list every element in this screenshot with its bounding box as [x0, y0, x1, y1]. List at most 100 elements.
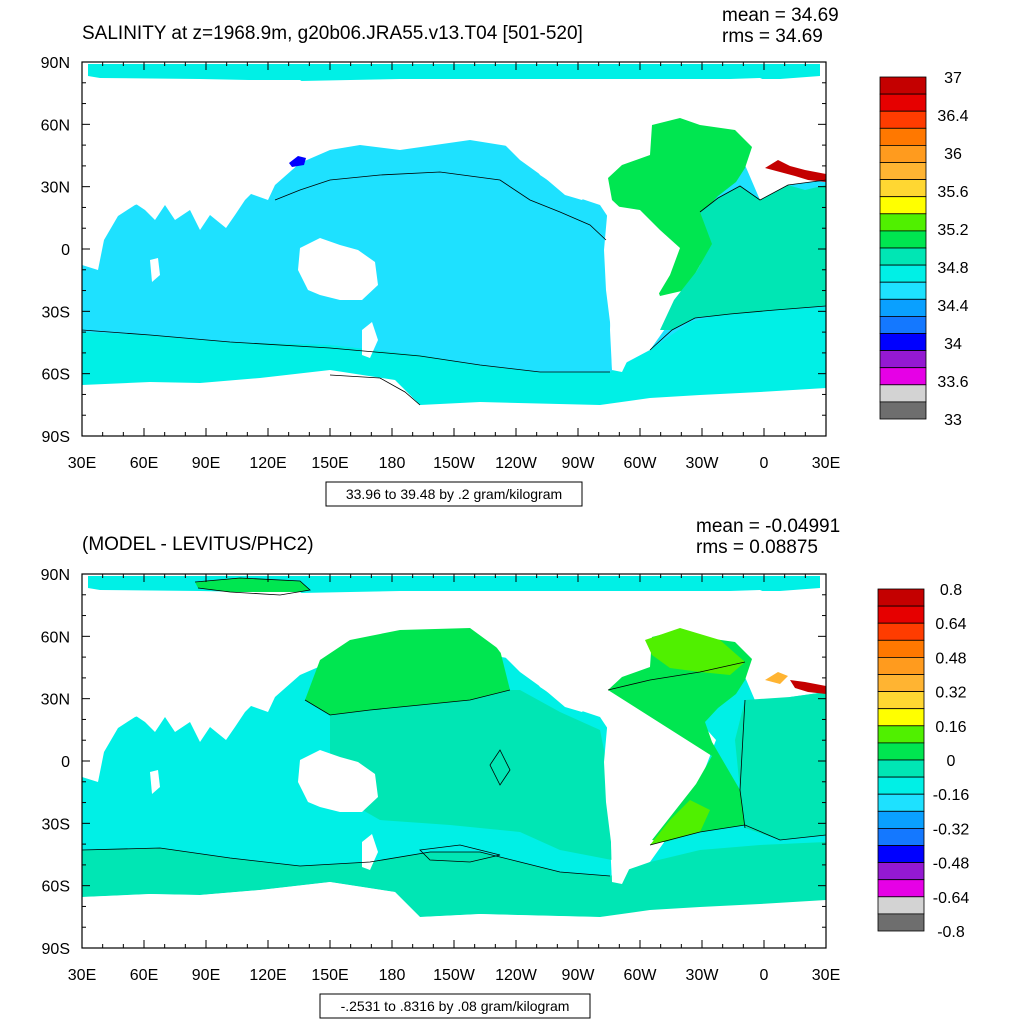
- x-tick-label: 0: [760, 967, 769, 984]
- colorbar-swatch: [877, 810, 925, 829]
- x-axis-2: 30E 60E 90E 120E 150E 180 150W 120W 90W 60W 30W 0 30…: [68, 574, 840, 984]
- y-tick-label: 60S: [42, 879, 70, 896]
- colorbar-swatch: [877, 674, 925, 693]
- land-1: [82, 78, 826, 436]
- colorbar-swatch: [877, 913, 925, 932]
- colorbar-swatch: [879, 350, 927, 369]
- land-2-south-america: [604, 717, 680, 884]
- panel-2-info-label: -.2531 to .8316 by .08 gram/kilogram: [341, 998, 570, 1014]
- colorbar-swatch: [877, 879, 925, 898]
- panel-2-title: (MODEL - LEVITUS/PHC2): [82, 534, 314, 555]
- x-tick-label: 30E: [812, 967, 840, 984]
- colorbar-swatch: [877, 639, 925, 658]
- ocean-2-pacific-teal: [330, 690, 612, 860]
- x-tick-label: 150E: [311, 455, 348, 472]
- x-tick-label: 180: [379, 967, 406, 984]
- land-2-greenland: [700, 590, 788, 632]
- x-tick-label: 60E: [130, 455, 158, 472]
- land-2: [82, 590, 826, 948]
- contours-2: [82, 577, 826, 877]
- y-tick-label: 30N: [41, 180, 70, 197]
- colorbar-label: -0.16: [933, 787, 970, 804]
- ocean-2-lime-patch-south: [650, 800, 710, 845]
- colorbar-swatch: [879, 127, 927, 146]
- colorbar-label: 0: [947, 753, 956, 770]
- colorbar-swatch: [879, 281, 927, 300]
- colorbar-label: -0.32: [933, 821, 970, 838]
- ocean-2-arctic-green: [195, 578, 310, 595]
- x-tick-label: 120W: [495, 455, 538, 472]
- colorbar-swatch: [879, 230, 927, 249]
- y-tick-label: 90S: [42, 429, 70, 446]
- colorbar-swatch: [879, 298, 927, 317]
- colorbar-swatch: [879, 144, 927, 163]
- x-tick-label: 60W: [624, 455, 658, 472]
- ocean-2-lime-patch-north: [645, 628, 745, 675]
- colorbar-swatch: [879, 264, 927, 283]
- ocean-1-south-atlantic: [660, 185, 826, 330]
- colorbar-label: -0.64: [933, 890, 970, 907]
- land-2-madagascar: [150, 770, 160, 794]
- colorbar-label: 37: [944, 70, 962, 87]
- panel-2-mean: mean = -0.04991: [696, 516, 840, 537]
- colorbar-swatch: [879, 110, 927, 129]
- x-tick-label: 30W: [686, 455, 720, 472]
- panel-difference: (MODEL - LEVITUS/PHC2) mean = -0.04991 r…: [41, 516, 970, 1019]
- land-1-antarctica: [82, 370, 826, 436]
- colorbar-label: -0.8: [937, 924, 965, 941]
- y-tick-label: 60N: [41, 117, 70, 134]
- ocean-1-base: [82, 140, 826, 405]
- x-tick-label: 150W: [433, 455, 476, 472]
- ocean-2-north-pacific: [305, 628, 510, 715]
- y-tick-label: 30S: [42, 304, 70, 321]
- land-1-south-america: [604, 205, 680, 372]
- land-2-north-america: [470, 592, 645, 712]
- x-tick-label: 150W: [433, 967, 476, 984]
- colorbar-label: 33.6: [937, 374, 968, 391]
- colorbar-swatch: [879, 384, 927, 403]
- x-tick-label: 120W: [495, 967, 538, 984]
- colorbar-label: 36: [944, 146, 962, 163]
- land-1-australia: [298, 238, 378, 300]
- colorbar-swatch: [877, 588, 925, 607]
- sea-2-mediterranean-west: [765, 672, 788, 684]
- ocean-2-southern-band: [82, 842, 826, 917]
- y-tick-label: 90S: [42, 941, 70, 958]
- colorbar-1: 37 36.4 36 35.6 35.2 34.8 34.4 34 33.6 33: [879, 70, 969, 429]
- land-1-madagascar: [150, 258, 160, 282]
- land-2-australia: [298, 750, 378, 812]
- y-tick-label: 90N: [41, 567, 70, 584]
- x-tick-label: 0: [760, 455, 769, 472]
- colorbar-swatch: [877, 605, 925, 624]
- colorbar-label: 0.8: [940, 582, 962, 599]
- colorbar-swatch: [879, 315, 927, 334]
- y-axis-1: 90N 60N 30N 0 30S 60S 90S: [41, 55, 826, 446]
- panel-salinity: SALINITY at z=1968.9m, g20b06.JRA55.v13.…: [41, 5, 969, 507]
- x-tick-label: 90W: [562, 967, 596, 984]
- land-1-eurasia: [82, 80, 330, 230]
- panel-1-mean: mean = 34.69: [722, 5, 839, 26]
- colorbar-label: 0.48: [935, 650, 966, 667]
- colorbar-swatch: [877, 657, 925, 675]
- colorbar-2: 0.8 0.64 0.48 0.32 0.16 0 -0.16 -0.32 -0.48 -0.64…: [877, 582, 970, 941]
- y-axis-2: 90N 60N 30N 0 30S 60S 90S: [41, 567, 826, 958]
- colorbar-swatch: [879, 93, 927, 112]
- colorbar-swatch: [877, 725, 925, 744]
- land-1-greenland: [700, 78, 788, 120]
- panel-2-info-box: [319, 993, 591, 1019]
- colorbar-label: 36.4: [937, 108, 968, 125]
- colorbar-swatch: [879, 367, 927, 386]
- colorbar-label: 35.2: [937, 222, 968, 239]
- y-tick-label: 60S: [42, 367, 70, 384]
- colorbar-label: 0.64: [935, 616, 966, 633]
- colorbar-swatch: [877, 862, 925, 881]
- sea-1-mediterranean: [765, 160, 826, 182]
- contours-1: [82, 171, 826, 406]
- y-tick-label: 30S: [42, 816, 70, 833]
- colorbar-label: 33: [944, 412, 962, 429]
- colorbar-swatch: [877, 793, 925, 812]
- colorbar-swatch: [879, 179, 927, 198]
- colorbar-label: 34.8: [937, 260, 968, 277]
- x-tick-label: 30E: [68, 967, 96, 984]
